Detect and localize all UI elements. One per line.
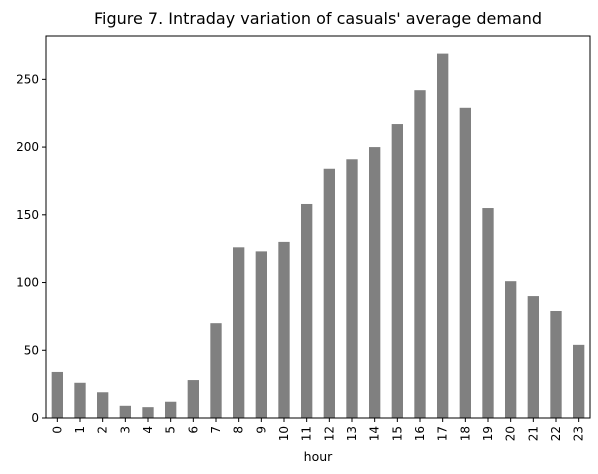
x-tick-label: 14 [368, 426, 382, 441]
bar-hour-7 [210, 323, 222, 418]
y-tick-label: 100 [16, 276, 39, 290]
y-tick-label: 50 [24, 343, 39, 357]
y-tick-label: 150 [16, 208, 39, 222]
bar-hour-0 [51, 371, 63, 418]
chart-title: Figure 7. Intraday variation of casuals'… [94, 9, 542, 28]
x-tick-label: 8 [232, 426, 246, 434]
x-tick-label: 11 [300, 426, 314, 441]
x-tick-label: 5 [164, 426, 178, 434]
bar-hour-15 [391, 124, 403, 418]
x-tick-label: 6 [186, 426, 200, 434]
x-tick-label: 20 [504, 426, 518, 441]
x-tick-label: 4 [141, 426, 155, 434]
x-tick-label: 3 [118, 426, 132, 434]
x-tick-label: 13 [345, 426, 359, 441]
x-tick-label: 16 [413, 426, 427, 441]
x-tick-label: 18 [458, 426, 472, 441]
y-tick-label: 200 [16, 140, 39, 154]
x-tick-label: 22 [549, 426, 563, 441]
bar-hour-5 [165, 401, 177, 418]
x-tick-label: 0 [50, 426, 64, 434]
x-tick-label: 19 [481, 426, 495, 441]
y-tick-label: 0 [31, 411, 39, 425]
bar-hour-22 [550, 310, 562, 418]
x-tick-label: 10 [277, 426, 291, 441]
plot-frame [45, 35, 591, 419]
bar-hour-11 [301, 203, 313, 418]
x-tick-label: 1 [73, 426, 87, 434]
x-tick-label: 12 [322, 426, 336, 441]
bar-hour-13 [346, 159, 358, 418]
x-axis-label: hour [304, 449, 333, 464]
bar-hour-10 [278, 241, 290, 418]
x-axis: 0 1 2 3 4 5 6 7 8 9 10 11 12 13 14 15 16 17 18 19 20 21 22 23 [50, 418, 586, 441]
bar-hour-23 [573, 344, 585, 418]
x-tick-label: 17 [436, 426, 450, 441]
bar-hour-4 [142, 407, 154, 418]
bar-hour-6 [187, 380, 199, 418]
bar-hour-20 [505, 281, 517, 418]
x-tick-label: 7 [209, 426, 223, 434]
bar-hour-8 [233, 247, 245, 418]
bar-hour-16 [414, 90, 426, 419]
x-tick-label: 21 [526, 426, 540, 441]
bar-hour-9 [255, 251, 267, 418]
bar-hour-12 [323, 168, 335, 418]
x-tick-label: 23 [572, 426, 586, 441]
bar-hour-18 [459, 107, 471, 419]
bar-hour-3 [119, 405, 131, 418]
y-tick-label: 250 [16, 72, 39, 86]
y-axis: 0 50 100 150 200 250 [16, 72, 46, 425]
bar-hour-19 [482, 208, 494, 418]
x-tick-label: 15 [390, 426, 404, 441]
bar-hour-17 [437, 53, 449, 419]
x-tick-label: 9 [254, 426, 268, 434]
x-tick-label: 2 [96, 426, 110, 434]
bars-group [51, 53, 585, 419]
bar-hour-14 [369, 147, 381, 419]
bar-hour-1 [74, 382, 86, 418]
bar-hour-21 [527, 296, 539, 418]
bar-hour-2 [97, 392, 109, 418]
